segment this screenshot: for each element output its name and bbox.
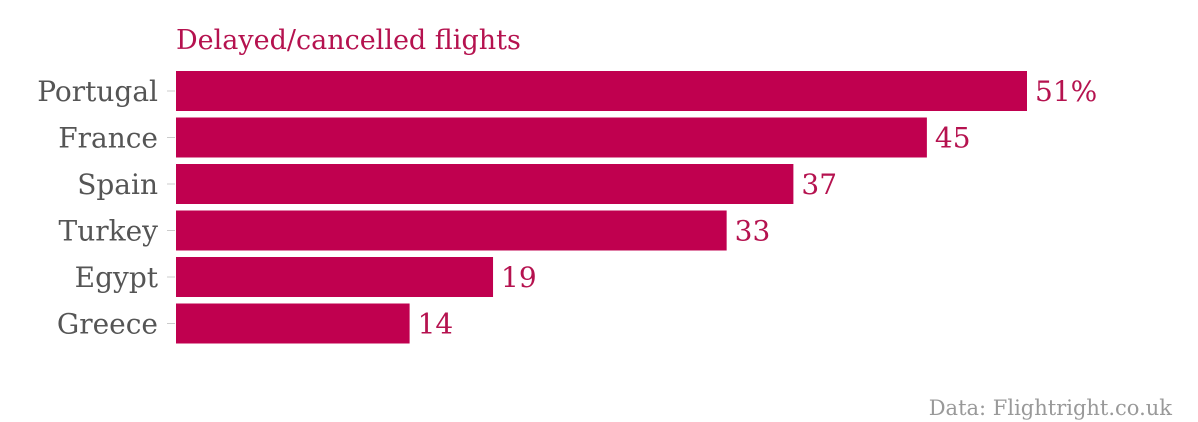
bar-spain — [176, 164, 794, 204]
value-label-egypt: 19 — [501, 261, 537, 294]
value-label-spain: 37 — [801, 168, 837, 201]
bar-portugal — [176, 71, 1027, 111]
bar-france — [176, 117, 927, 158]
value-label-portugal: 51% — [1035, 75, 1097, 108]
bar-greece — [176, 303, 410, 344]
category-label-portugal: Portugal — [37, 75, 158, 108]
value-label-greece: 14 — [418, 307, 454, 340]
category-label-egypt: Egypt — [75, 261, 159, 294]
category-label-spain: Spain — [77, 168, 158, 201]
value-label-turkey: 33 — [735, 214, 771, 247]
bar-turkey — [176, 210, 727, 251]
value-label-france: 45 — [935, 121, 971, 154]
category-label-france: France — [58, 121, 158, 154]
chart-title: Delayed/cancelled flights — [176, 25, 521, 56]
bars-layer: Portugal 51% France 45 Spain 37 Turkey 33 Egypt 1… — [37, 71, 1097, 344]
category-label-greece: Greece — [57, 307, 158, 340]
bar-egypt — [176, 257, 494, 297]
category-label-turkey: Turkey — [59, 214, 159, 247]
source-note: Data: Flightright.co.uk — [929, 396, 1173, 420]
